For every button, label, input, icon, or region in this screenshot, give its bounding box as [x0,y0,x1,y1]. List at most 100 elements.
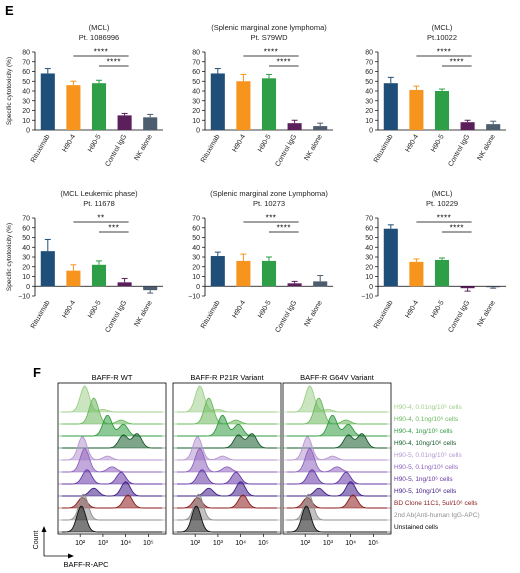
y-tick-label: 60 [22,225,30,232]
significance-label: **** [277,224,291,233]
histogram-outline [177,469,277,485]
y-tick-label: 40 [365,89,373,96]
x-tick-label: 10⁴ [120,540,131,547]
bar-h90-5 [261,260,277,287]
y-tick-label: 80 [22,50,30,57]
x-tick-label: Rituximab [373,133,395,164]
x-tick-label: 10³ [323,540,334,547]
bar-chart-6: (MCL)Pt. 10229 −10 0 10 20 30 40 50 60 70 Rituxima… [361,189,506,334]
histogram-fill [173,506,281,532]
histogram-outline [62,469,162,485]
histogram-outline [62,481,162,497]
bar-control-igg [287,283,302,287]
y-tick-label: 50 [22,235,30,242]
y-tick-label: 50 [22,79,30,86]
y-tick-label: 50 [192,235,200,242]
bar-h90-5 [434,259,450,287]
histogram-outline [177,481,277,497]
histogram-outline [177,436,277,461]
histogram-outline [177,414,277,437]
histogram-outline [62,494,162,509]
histogram-outline [287,505,387,533]
x-tick-label: Rituximab [200,133,222,164]
chart-subtitle: Pt. 10273 [253,199,285,208]
bar-rituximab [210,256,225,287]
bar-chart-grid: (MCL)Pt. 1086996 Specific cytotoxicity (%… [6,23,506,334]
x-tick-label: Rituximab [200,299,222,330]
histogram-fill [283,433,391,448]
y-axis-label: Specific cytotoxicity (%) [6,57,13,125]
panel-e-label: E [5,3,14,18]
x-tick-label: H90-4 [62,133,78,153]
chart-title: (MCL) [89,23,110,32]
chart-subtitle: Pt. S79WD [250,33,288,42]
histogram-column-2: BAFF-R P21R Variant 10² 10³ 10⁴ 10⁵ [172,373,282,547]
significance-label: ** [97,214,104,223]
bar-h90-5 [91,264,107,287]
y-tick-label: 50 [365,235,373,242]
significance-label: **** [437,214,451,223]
y-tick-label: 0 [369,128,373,135]
histogram-fill [173,386,281,412]
histogram-fill [283,448,391,472]
significance-label: **** [277,58,291,67]
histogram-fill [283,415,391,436]
histogram-fill [58,415,166,436]
x-tick-label: 10² [300,540,311,547]
x-tick-label: NK alone [303,133,324,162]
x-tick-label: Control IgG [104,300,128,335]
x-tick-label: H90-4 [405,133,421,153]
bar-rituximab [383,228,398,287]
bar-control-igg [460,286,475,289]
histogram-outline [287,448,387,473]
y-tick-label: 60 [365,69,373,76]
histogram-outline [62,436,162,461]
panel-f-label: F [33,365,41,380]
y-tick-label: 40 [22,245,30,252]
significance-label: *** [266,214,277,223]
chart-subtitle: Pt.10022 [427,33,457,42]
y-tick-label: 10 [365,118,373,125]
histogram-legend-item: 2nd Ab(Anti-human IgG-APC) [394,512,480,519]
x-tick-label: Rituximab [30,299,52,330]
histogram-legend-item: H90-4, 1ng/10⁶ cells [394,428,453,435]
bar-h90-4 [409,261,424,287]
y-tick-label: 10 [192,118,200,125]
histogram-outline [62,493,162,521]
histogram-column-1: BAFF-R WT 10² 10³ 10⁴ 10⁵ [57,373,167,547]
histogram-fill [283,386,391,412]
x-tick-label: 10⁵ [143,540,154,547]
x-tick-label: NK alone [303,299,324,328]
histogram-outline [62,448,162,473]
bar-nk-alone [143,117,158,130]
bar-h90-4 [236,81,251,130]
bar-h90-4 [66,85,81,130]
x-tick-label: Rituximab [373,299,395,330]
significance-label: **** [107,58,121,67]
y-tick-label: 20 [192,108,200,115]
x-tick-label: 10⁵ [258,540,269,547]
chart-title: (Splenic marginal zone lymphoma) [211,23,327,32]
significance-label: **** [94,48,108,57]
histogram-fill [58,448,166,472]
y-tick-label: 50 [365,79,373,86]
histogram-outline [62,414,162,437]
x-tick-label: H90-5 [257,299,273,319]
chart-subtitle: Pt. 1086996 [79,33,119,42]
y-tick-label: −10 [361,294,373,301]
bar-h90-5 [91,83,107,130]
significance-label: **** [450,58,464,67]
histogram-legend-item: BD Clone 11C1, 5ul/10⁶ cells [394,500,478,507]
x-tick-label: 10³ [98,540,109,547]
y-tick-label: 20 [22,264,30,271]
histogram-legend-item: H90-5, 0.1ng/10⁶ cells [394,464,459,471]
y-tick-label: 20 [365,264,373,271]
y-tick-label: 20 [192,264,200,271]
histogram-legend-item: H90-5, 0.01ng/10⁶ cells [394,452,462,459]
x-tick-label: 10³ [213,540,224,547]
histogram-outline [287,494,387,509]
histogram-outline [177,448,277,473]
bar-chart-5: (Splenic marginal zone Lymphoma)Pt. 1027… [188,189,333,334]
